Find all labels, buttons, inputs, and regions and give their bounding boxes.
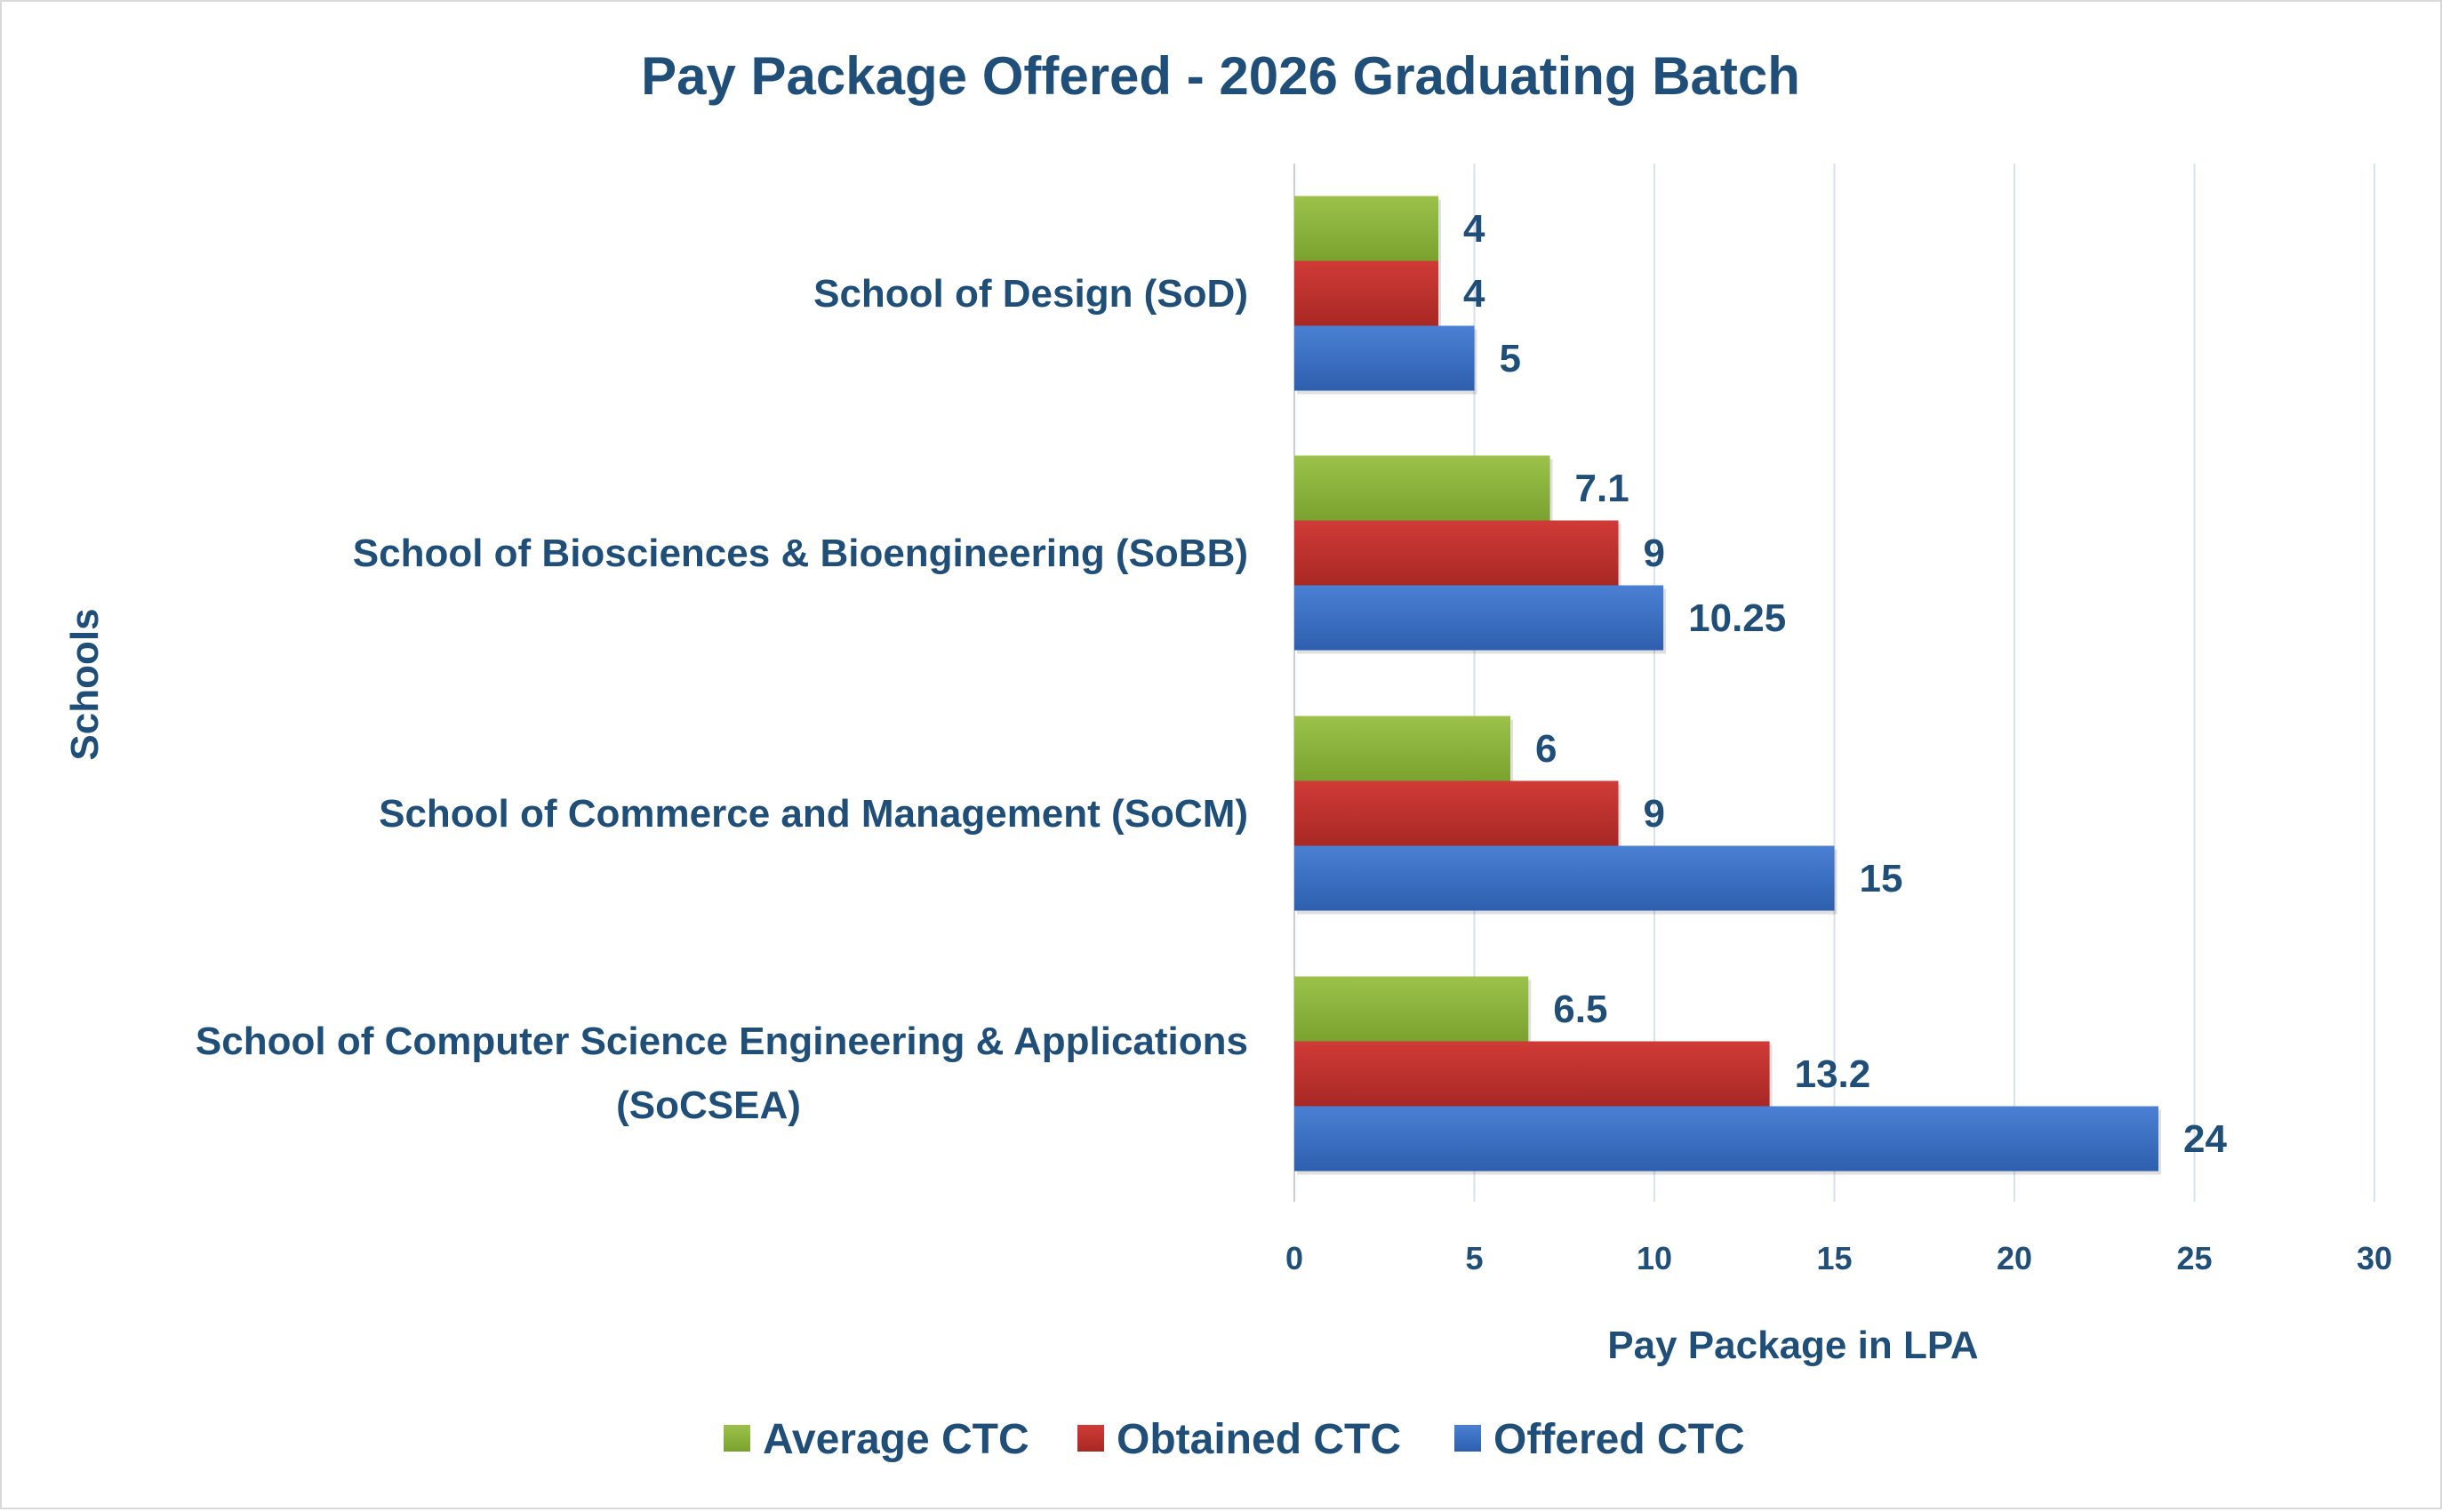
chart-title: Pay Package Offered - 2026 Graduating Ba… [641,46,1800,106]
x-tick-label: 25 [2176,1240,2212,1276]
category-label: School of Commerce and Management (SoCM) [379,792,1248,836]
legend-swatch [724,1425,750,1452]
legend-swatch [1077,1425,1104,1452]
bar-obtained-ctc [1294,780,1619,846]
y-axis-title: Schools [63,608,107,760]
category-labels: School of Design (SoD) School of Bioscien… [196,272,1248,1127]
x-axis-title: Pay Package in LPA [1607,1324,1978,1367]
legend: Average CTC Obtained CTC Offered CTC [724,1416,1745,1463]
bar-offered-ctc [1294,325,1475,391]
data-label: 9 [1644,532,1665,575]
category-label-line2: (SoCSEA) [616,1084,801,1127]
x-tick-label: 5 [1465,1240,1483,1276]
bar-obtained-ctc [1294,260,1438,326]
x-tick-label: 15 [1816,1240,1852,1276]
x-tick-label: 0 [1285,1240,1303,1276]
bar-average-ctc [1294,455,1550,521]
bar-offered-ctc [1294,585,1664,651]
category-label: School of Biosciences & Bioengineering (… [353,532,1248,575]
x-tick-label: 30 [2357,1240,2392,1276]
bar-average-ctc [1294,196,1438,261]
bar-average-ctc [1294,716,1510,781]
bar-offered-ctc [1294,1106,2158,1172]
category-label: School of Computer Science Engineering &… [196,1020,1248,1063]
data-label: 13.2 [1795,1052,1871,1096]
data-label: 10.25 [1688,596,1786,640]
bar-obtained-ctc [1294,520,1619,586]
data-label: 6.5 [1553,988,1607,1031]
x-tick-labels: 0 5 10 15 20 25 30 [1285,1240,2392,1276]
category-label: School of Design (SoD) [813,272,1248,316]
data-label: 4 [1463,272,1485,316]
bar-average-ctc [1294,976,1529,1042]
data-label: 4 [1463,207,1485,251]
legend-label: Obtained CTC [1117,1416,1401,1463]
legend-label: Offered CTC [1493,1416,1745,1463]
data-label: 5 [1500,337,1521,380]
bar-offered-ctc [1294,845,1835,911]
x-tick-label: 10 [1637,1240,1672,1276]
legend-label: Average CTC [763,1416,1029,1463]
data-label: 24 [2183,1117,2227,1161]
legend-swatch [1454,1425,1481,1452]
x-tick-label: 20 [1997,1240,2032,1276]
bar-obtained-ctc [1294,1041,1770,1107]
data-label: 6 [1535,727,1557,771]
data-label: 7.1 [1575,467,1629,510]
data-label: 9 [1644,792,1665,836]
data-label: 15 [1860,857,1903,900]
